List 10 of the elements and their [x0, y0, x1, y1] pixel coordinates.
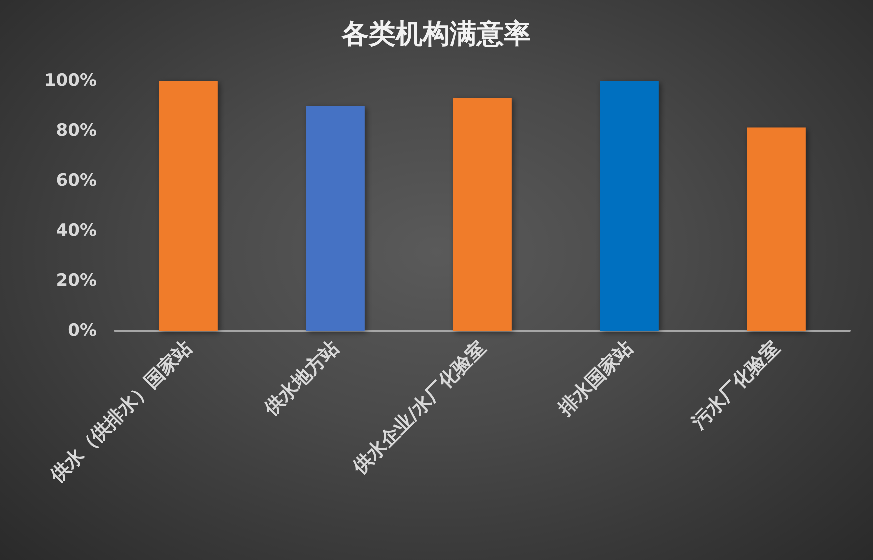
- chart-title: 各类机构满意率: [341, 19, 531, 50]
- y-tick-label: 40%: [56, 221, 97, 241]
- x-tick-label: 排水国家站: [554, 337, 638, 421]
- y-tick-label: 60%: [56, 171, 97, 191]
- y-tick-label: 100%: [44, 71, 97, 91]
- x-tick-label: 供水企业/水厂化验室: [348, 337, 490, 480]
- x-tick-label: 供水地方站: [260, 337, 344, 421]
- y-tick-label: 80%: [56, 121, 97, 141]
- y-tick-label: 20%: [56, 271, 97, 291]
- x-tick-label: 污水厂化验室: [687, 337, 784, 434]
